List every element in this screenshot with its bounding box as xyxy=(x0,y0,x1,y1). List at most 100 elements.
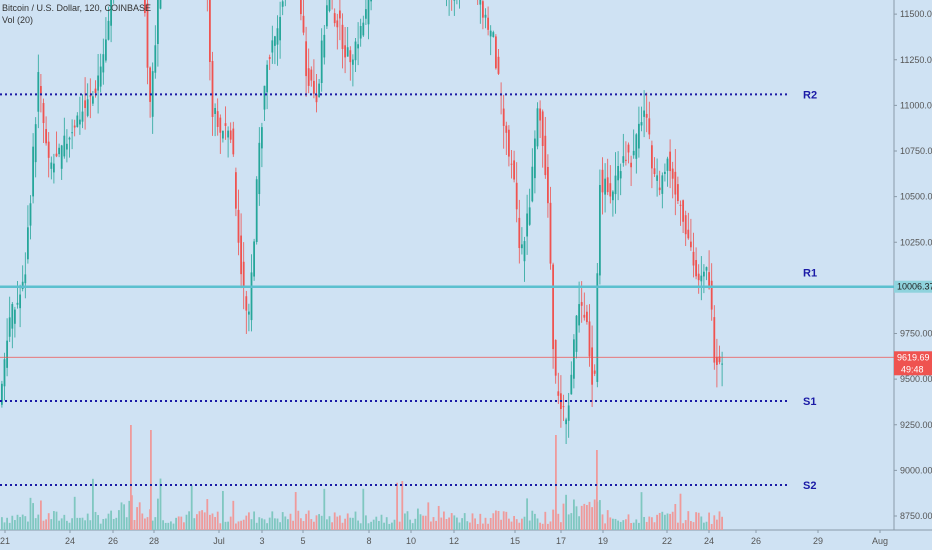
volume-bar xyxy=(255,522,258,530)
candle-body xyxy=(63,135,66,157)
volume-bar xyxy=(375,516,378,530)
volume-bar xyxy=(409,519,411,530)
volume-bar xyxy=(365,515,367,530)
volume-bar xyxy=(172,523,175,530)
volume-bar xyxy=(190,485,193,530)
volume-bar xyxy=(60,518,63,530)
volume-bar xyxy=(684,520,687,530)
candle-body xyxy=(570,374,573,395)
candle-body xyxy=(19,294,21,309)
candle-body xyxy=(523,241,526,262)
candle-body xyxy=(544,135,547,176)
volume-bar xyxy=(614,518,617,530)
volume-bar xyxy=(469,522,471,530)
volume-bar xyxy=(300,518,302,530)
volume-bar xyxy=(112,518,115,530)
volume-bar xyxy=(544,511,547,530)
volume-bar xyxy=(588,501,591,530)
volume-bar xyxy=(417,508,419,530)
candle-body xyxy=(253,241,255,277)
volume-bar xyxy=(3,522,6,530)
candle-body xyxy=(521,244,523,249)
volume-bar xyxy=(427,502,430,530)
volume-bar xyxy=(42,520,45,530)
volume-bar xyxy=(198,511,201,530)
volume-bar xyxy=(692,522,695,530)
volume-bar xyxy=(445,518,448,530)
candle-body xyxy=(66,143,68,150)
candle-body xyxy=(622,156,625,163)
volume-bar xyxy=(547,523,549,530)
candle-body xyxy=(346,47,349,57)
chart-header: Bitcoin / U.S. Dollar, 120, COINBASE Vol… xyxy=(2,2,151,26)
candle-body xyxy=(692,251,695,266)
candle-body xyxy=(344,45,346,58)
volume-bar xyxy=(414,518,417,530)
candle-body xyxy=(240,235,242,275)
x-tick-label: 24 xyxy=(65,536,75,546)
y-tick-label: 9500.00 xyxy=(900,374,932,384)
volume-bar xyxy=(643,516,645,530)
candle-body xyxy=(549,202,552,264)
candle-body xyxy=(149,67,151,102)
candle-body xyxy=(24,274,27,284)
candle-body xyxy=(638,123,640,149)
volume-bar xyxy=(76,517,79,530)
candle-body xyxy=(482,1,484,18)
volume-bar xyxy=(27,521,29,530)
volume-bar xyxy=(664,514,666,530)
volume-bar xyxy=(645,521,648,530)
candle-body xyxy=(81,111,84,122)
candle-body xyxy=(604,178,606,195)
candle-body xyxy=(635,134,638,159)
candle-body xyxy=(242,261,245,287)
volume-bar xyxy=(206,499,209,530)
candle-body xyxy=(643,110,645,117)
candle-body xyxy=(682,200,684,222)
volume-bar xyxy=(450,513,453,530)
volume-bar xyxy=(219,523,222,530)
candle-body xyxy=(229,130,232,140)
candle-body xyxy=(666,158,669,171)
candle-body xyxy=(71,132,73,134)
candle-body xyxy=(3,359,6,387)
volume-bar xyxy=(175,517,177,530)
candle-body xyxy=(157,0,159,45)
volume-bar xyxy=(229,516,232,530)
candle-body xyxy=(562,406,565,408)
volume-bar xyxy=(261,518,263,530)
volume-bar xyxy=(622,520,625,530)
volume-bar xyxy=(346,513,349,530)
volume-bar xyxy=(487,523,489,530)
volume-bar xyxy=(21,514,24,530)
candle-body xyxy=(539,108,541,121)
candle-body xyxy=(216,111,219,127)
candle-body xyxy=(677,184,679,201)
volume-bar xyxy=(523,516,526,530)
volume-bar xyxy=(690,521,692,530)
candle-body xyxy=(645,113,648,118)
volume-bar xyxy=(162,520,164,530)
volume-bar xyxy=(708,512,710,530)
volume-bar xyxy=(682,523,684,530)
volume-bar xyxy=(573,499,575,530)
x-tick-label: 17 xyxy=(556,536,566,546)
candle-body xyxy=(591,347,593,385)
volume-bar xyxy=(55,511,58,530)
volume-bar xyxy=(632,522,635,530)
volume-bar xyxy=(513,515,515,530)
volume-bar xyxy=(432,517,435,530)
volume-bar xyxy=(203,512,206,530)
volume-bar xyxy=(422,515,424,530)
candle-body xyxy=(357,44,359,49)
candle-body xyxy=(370,0,372,2)
candle-body xyxy=(227,130,229,138)
last-price-tag-text: 9619.69 xyxy=(897,352,930,362)
volume-bar xyxy=(188,511,190,530)
candle-body xyxy=(684,215,687,235)
volume-bar xyxy=(40,500,42,530)
volume-bar xyxy=(367,523,370,530)
candle-body xyxy=(328,0,331,11)
